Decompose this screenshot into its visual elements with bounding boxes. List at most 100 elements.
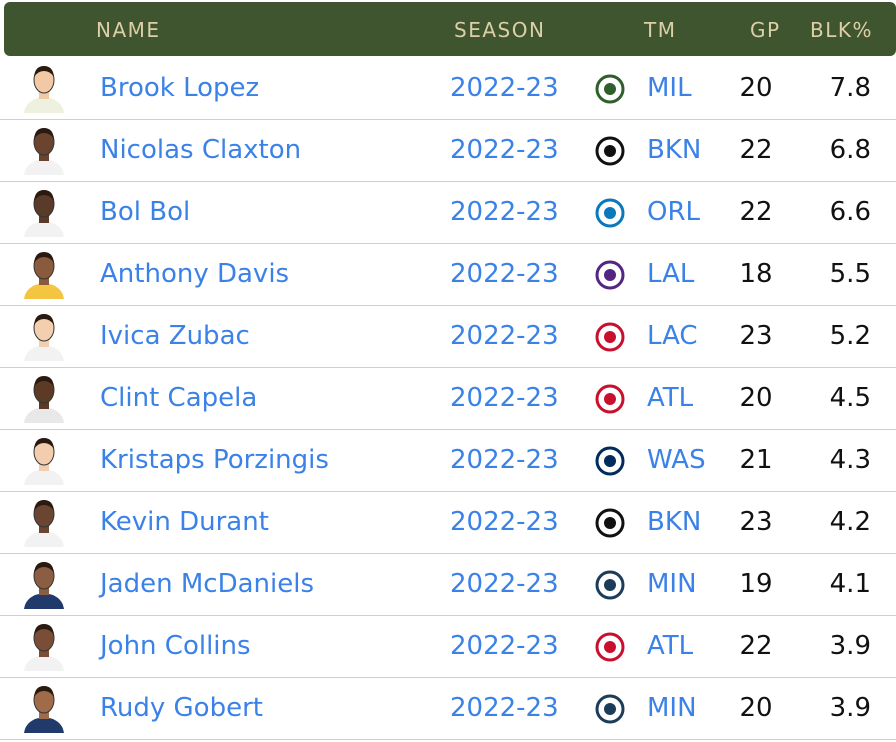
player-name[interactable]: Kevin Durant: [100, 507, 269, 537]
logo-core: [604, 579, 616, 591]
avatar-hair: [34, 500, 54, 511]
logo-core: [604, 269, 616, 281]
avatar-neck: [39, 337, 49, 347]
games-played: 23: [739, 321, 773, 351]
player-name[interactable]: Kristaps Porzingis: [100, 445, 329, 475]
avatar-neck: [39, 89, 49, 99]
column-header[interactable]: SEASON: [454, 18, 546, 42]
avatar-neck: [39, 151, 49, 161]
avatar-hair: [34, 562, 54, 573]
avatar-neck: [39, 399, 49, 409]
avatar-neck: [39, 523, 49, 533]
avatar-shirt: [24, 345, 64, 361]
player-name[interactable]: Ivica Zubac: [100, 321, 250, 351]
games-played: 22: [739, 631, 773, 661]
avatar-neck: [39, 709, 49, 719]
player-avatar: [24, 190, 64, 237]
avatar-hair: [34, 128, 54, 139]
block-pct: 3.9: [829, 693, 871, 723]
avatar-hair: [34, 252, 54, 263]
logo-core: [604, 703, 616, 715]
season: 2022-23: [450, 693, 559, 723]
avatar-shirt: [24, 717, 64, 733]
avatar-hair: [34, 686, 54, 697]
team: MIN: [647, 569, 697, 599]
player-avatar: [24, 438, 64, 485]
column-header[interactable]: BLK%: [810, 18, 873, 42]
block-pct: 5.2: [829, 321, 871, 351]
logo-shape: [595, 508, 625, 538]
avatar-shirt: [24, 531, 64, 547]
season: 2022-23: [450, 507, 559, 537]
season: 2022-23: [450, 445, 559, 475]
logo-core: [604, 331, 616, 343]
season: 2022-23: [450, 569, 559, 599]
table-row: Ivica Zubac 2022-23 LAC 23 5.2: [0, 305, 896, 368]
team-logo: [595, 446, 625, 476]
avatar-neck: [39, 647, 49, 657]
player-name[interactable]: Bol Bol: [100, 197, 191, 227]
block-pct: 4.3: [829, 445, 871, 475]
table-row: Kristaps Porzingis 2022-23 WAS 21 4.3: [0, 429, 896, 492]
block-pct: 5.5: [829, 259, 871, 289]
season: 2022-23: [450, 197, 559, 227]
games-played: 21: [739, 445, 773, 475]
games-played: 23: [739, 507, 773, 537]
avatar-shirt: [24, 283, 64, 299]
games-played: 20: [739, 693, 773, 723]
player-name[interactable]: Jaden McDaniels: [100, 569, 314, 599]
player-name[interactable]: Clint Capela: [100, 383, 258, 413]
avatar-hair: [34, 438, 54, 449]
logo-shape: [595, 632, 625, 662]
season: 2022-23: [450, 135, 559, 165]
player-avatar: [24, 686, 64, 733]
team-logo: [595, 508, 625, 538]
logo-core: [604, 83, 616, 95]
games-played: 18: [739, 259, 773, 289]
player-name[interactable]: Anthony Davis: [100, 259, 290, 289]
logo-shape: [595, 446, 625, 476]
block-pct: 3.9: [829, 631, 871, 661]
avatar-shirt: [24, 469, 64, 485]
logo-core: [604, 393, 616, 405]
team: ATL: [647, 631, 694, 661]
avatar-hair: [34, 376, 54, 387]
table-row: Nicolas Claxton 2022-23 BKN 22 6.8: [0, 119, 896, 182]
table-row: Brook Lopez 2022-23 MIL 20 7.8: [0, 57, 896, 120]
avatar-hair: [34, 624, 54, 635]
player-avatar: [24, 314, 64, 361]
team-logo: [595, 74, 625, 104]
table-row: Anthony Davis 2022-23 LAL 18 5.5: [0, 243, 896, 306]
logo-core: [604, 455, 616, 467]
logo-core: [604, 145, 616, 157]
logo-shape: [595, 260, 625, 290]
block-pct: 6.8: [829, 135, 871, 165]
season: 2022-23: [450, 631, 559, 661]
logo-core: [604, 517, 616, 529]
team-logo: [595, 384, 625, 414]
season: 2022-23: [450, 259, 559, 289]
player-name[interactable]: Rudy Gobert: [100, 693, 263, 723]
team-logo: [595, 570, 625, 600]
avatar-hair: [34, 314, 54, 325]
player-avatar: [24, 128, 64, 175]
logo-shape: [595, 384, 625, 414]
season: 2022-23: [450, 73, 559, 103]
games-played: 19: [739, 569, 773, 599]
player-avatar: [24, 376, 64, 423]
games-played: 22: [739, 197, 773, 227]
avatar-neck: [39, 461, 49, 471]
team-logo: [595, 694, 625, 724]
logo-core: [604, 207, 616, 219]
player-name[interactable]: Brook Lopez: [100, 73, 260, 103]
team-logo: [595, 198, 625, 228]
avatar-neck: [39, 275, 49, 285]
column-header[interactable]: NAME: [96, 18, 161, 42]
player-name[interactable]: John Collins: [100, 631, 251, 661]
player-name[interactable]: Nicolas Claxton: [100, 135, 302, 165]
logo-shape: [595, 198, 625, 228]
column-header[interactable]: GP: [750, 18, 781, 42]
team: ATL: [647, 383, 694, 413]
column-header[interactable]: TM: [644, 18, 677, 42]
